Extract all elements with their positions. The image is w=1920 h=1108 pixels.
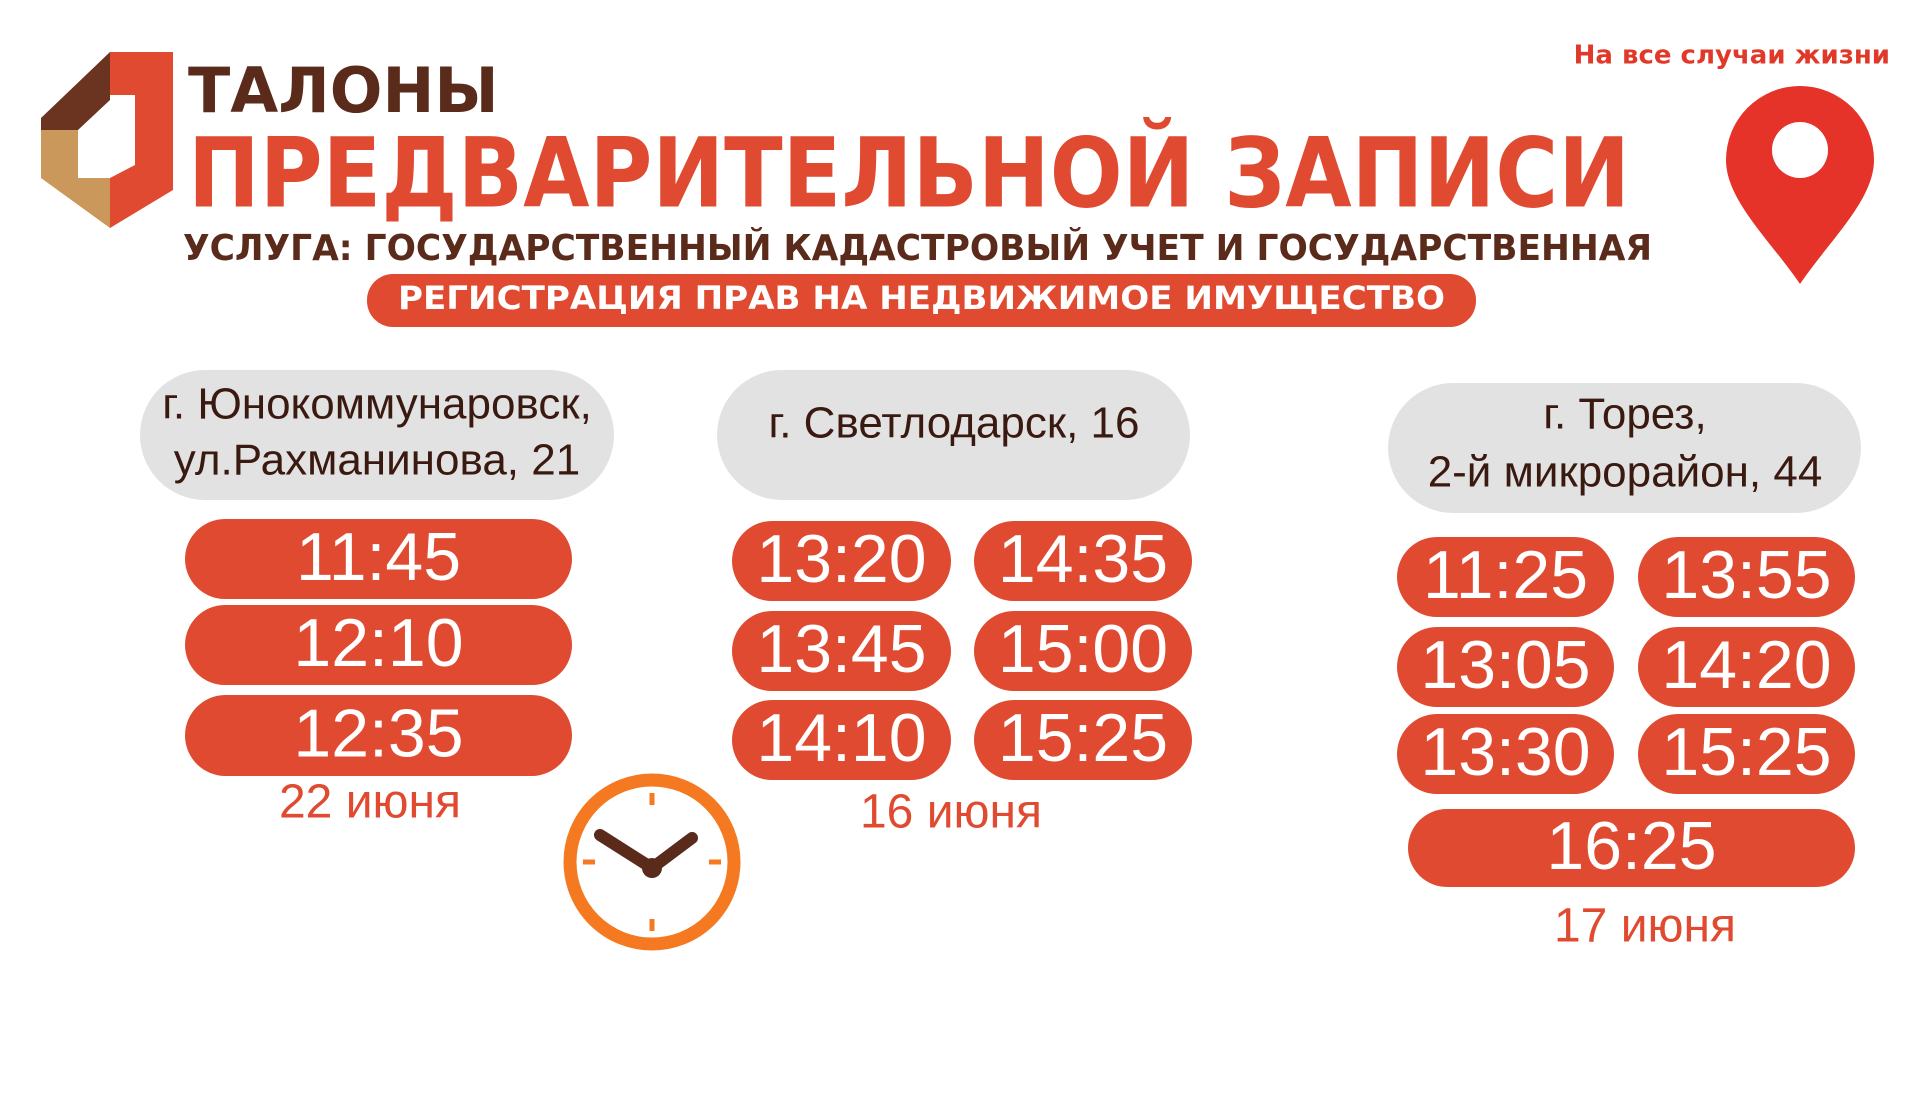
title-big: ПРЕДВАРИТЕЛЬНОЙ ЗАПИСИ <box>188 116 1630 229</box>
address: г. Торез, <box>1543 390 1706 439</box>
time-pill <box>974 521 1192 601</box>
time: 15:00 <box>998 611 1168 687</box>
time-pill <box>1397 537 1614 617</box>
time-pill <box>1408 809 1855 887</box>
time-pill <box>1638 627 1855 707</box>
time: 15:25 <box>1661 714 1831 790</box>
time-pill <box>732 611 951 691</box>
time: 14:35 <box>998 521 1168 597</box>
time: 13:20 <box>756 521 926 597</box>
service-line: УСЛУГА: ГОСУДАРСТВЕННЫЙ КАДАСТРОВЫЙ УЧЕТ… <box>183 227 1652 269</box>
time-pill <box>732 521 951 601</box>
time: 14:20 <box>1661 627 1831 703</box>
address: г. Светлодарск, 16 <box>769 399 1140 448</box>
time: 13:55 <box>1661 537 1831 613</box>
date: 16 июня <box>860 786 1042 839</box>
service-pill <box>367 274 1476 327</box>
date: 17 июня <box>1554 900 1736 953</box>
time: 11:25 <box>1423 537 1588 613</box>
address-pill <box>717 370 1190 500</box>
time-pill <box>185 605 572 685</box>
slogan: На все случаи жизни <box>1574 41 1890 71</box>
time: 14:10 <box>756 700 926 776</box>
time: 13:45 <box>756 611 926 687</box>
time: 12:10 <box>293 605 463 681</box>
map-pin <box>1726 86 1874 284</box>
time-pill <box>974 700 1192 780</box>
time: 16:25 <box>1546 808 1716 884</box>
service-line: РЕГИСТРАЦИЯ ПРАВ НА НЕДВИЖИМОЕ ИМУЩЕСТВО <box>398 279 1445 317</box>
address-pill <box>1388 383 1861 513</box>
time-pill <box>1638 714 1855 794</box>
time-pill <box>1638 537 1855 617</box>
time-pill <box>732 700 951 780</box>
address-pill <box>140 370 614 500</box>
date: 22 июня <box>279 776 461 829</box>
address: ул.Рахманинова, 21 <box>174 436 580 485</box>
address: 2-й микрорайон, 44 <box>1428 448 1823 497</box>
time: 12:35 <box>293 695 463 771</box>
time-pill <box>974 611 1192 691</box>
time: 11:45 <box>296 519 461 595</box>
time-pill <box>185 695 572 776</box>
time-pill <box>1397 714 1614 794</box>
time: 13:05 <box>1420 627 1590 703</box>
address: г. Юнокоммунаровск, <box>162 380 592 429</box>
time: 15:25 <box>998 700 1168 776</box>
logo <box>41 52 173 228</box>
time-pill <box>1397 627 1614 707</box>
title-small: ТАЛОНЫ <box>188 54 499 127</box>
time-pill <box>185 519 572 599</box>
time: 13:30 <box>1420 714 1590 790</box>
clock <box>563 773 741 951</box>
